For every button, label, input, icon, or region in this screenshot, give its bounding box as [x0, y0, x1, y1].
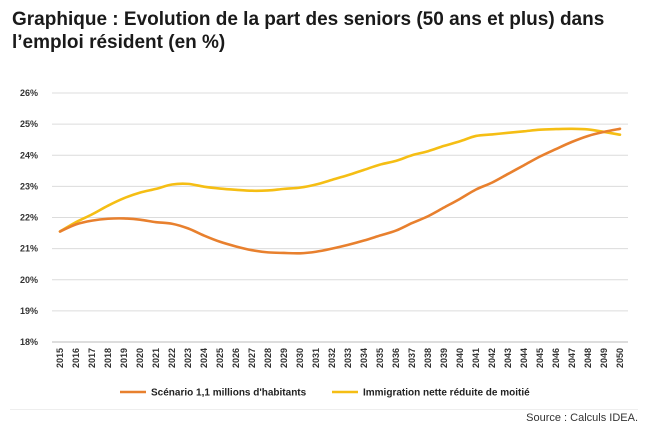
legend-label-1: Immigration nette réduite de moitié [363, 388, 530, 399]
x-tick-label-2028: 2028 [263, 348, 273, 368]
x-tick-label-2016: 2016 [71, 348, 81, 368]
x-tick-label-2039: 2039 [439, 348, 449, 368]
x-tick-label-2047: 2047 [567, 348, 577, 368]
x-tick-label-2049: 2049 [599, 348, 609, 368]
chart-title-line-2: l’emploi résident (en %) [12, 32, 226, 53]
x-tick-label-2035: 2035 [375, 348, 385, 368]
x-tick-label-2024: 2024 [199, 348, 209, 368]
x-tick-label-2037: 2037 [407, 348, 417, 368]
x-tick-label-2042: 2042 [487, 348, 497, 368]
x-tick-label-2022: 2022 [167, 348, 177, 368]
x-tick-label-2038: 2038 [423, 348, 433, 368]
grid-lines [52, 92, 628, 343]
x-tick-label-2036: 2036 [391, 348, 401, 368]
x-tick-label-2048: 2048 [583, 348, 593, 368]
series-line-0 [58, 127, 622, 255]
y-axis-ticks: 18% 19% 20% 21% 22% 23% 24% 25% 26% [20, 88, 38, 347]
y-tick-label-24: 24% [20, 150, 38, 160]
y-tick-label-19: 19% [20, 306, 38, 316]
x-tick-label-2015: 2015 [55, 348, 65, 368]
x-tick-label-2026: 2026 [231, 348, 241, 368]
y-tick-label-22: 22% [20, 213, 38, 223]
x-tick-label-2043: 2043 [503, 348, 513, 368]
x-tick-label-2034: 2034 [359, 348, 369, 368]
x-tick-label-2021: 2021 [151, 348, 161, 368]
x-tick-label-2018: 2018 [103, 348, 113, 368]
y-tick-label-26: 26% [20, 88, 38, 98]
x-axis-ticks: 2015 2016 2017 2018 2019 2020 2021 2022 2023 2024… [55, 348, 625, 368]
x-tick-label-2041: 2041 [471, 348, 481, 368]
x-tick-label-2019: 2019 [119, 348, 129, 368]
series-group [58, 127, 622, 255]
x-tick-label-2046: 2046 [551, 348, 561, 368]
x-tick-label-2032: 2032 [327, 348, 337, 368]
x-tick-label-2050: 2050 [615, 348, 625, 368]
chart-title-line-1: Graphique : Evolution de la part des sen… [12, 9, 605, 30]
x-tick-label-2030: 2030 [295, 348, 305, 368]
y-tick-label-21: 21% [20, 244, 38, 254]
legend: Scénario 1,1 millions d'habitants Immigra… [120, 388, 530, 399]
y-tick-label-23: 23% [20, 181, 38, 191]
legend-label-0: Scénario 1,1 millions d'habitants [151, 388, 307, 399]
x-tick-label-2040: 2040 [455, 348, 465, 368]
y-tick-label-25: 25% [20, 119, 38, 129]
x-tick-label-2023: 2023 [183, 348, 193, 368]
x-tick-label-2020: 2020 [135, 348, 145, 368]
x-tick-label-2044: 2044 [519, 348, 529, 368]
y-tick-label-18: 18% [20, 337, 38, 347]
x-tick-label-2025: 2025 [215, 348, 225, 368]
series-line-1 [58, 127, 622, 233]
x-tick-label-2033: 2033 [343, 348, 353, 368]
chart-title: Graphique : Evolution de la part des sen… [12, 8, 642, 54]
line-chart: 18% 19% 20% 21% 22% 23% 24% 25% 26% 2015 2016 2017… [10, 88, 638, 410]
x-tick-label-2017: 2017 [87, 348, 97, 368]
x-tick-label-2027: 2027 [247, 348, 257, 368]
x-tick-label-2045: 2045 [535, 348, 545, 368]
x-tick-label-2031: 2031 [311, 348, 321, 368]
x-tick-label-2029: 2029 [279, 348, 289, 368]
y-tick-label-20: 20% [20, 275, 38, 285]
source-note: Source : Calculs IDEA. [526, 412, 638, 424]
